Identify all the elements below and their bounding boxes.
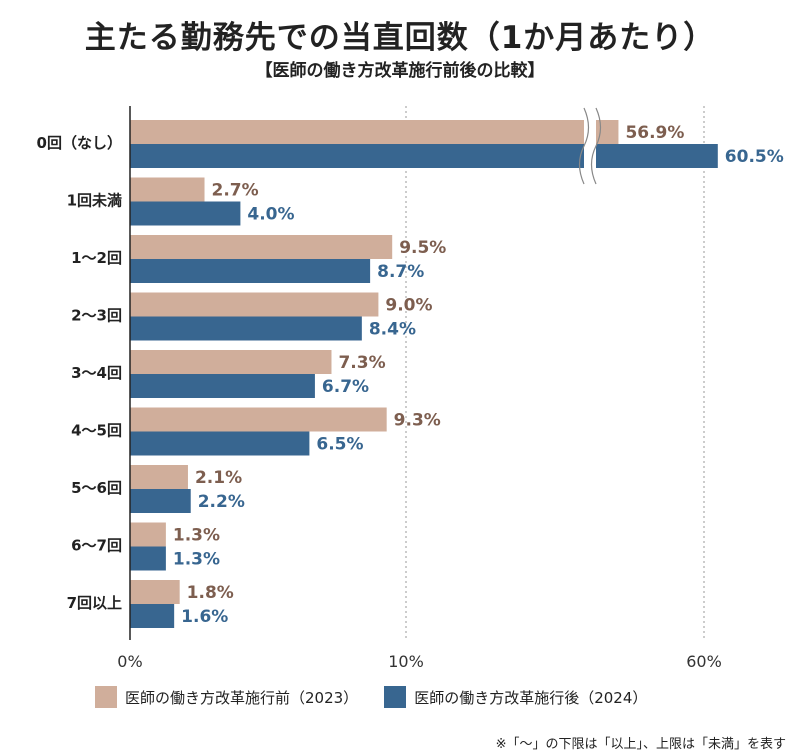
- legend-label-after: 医師の働き方改革施行後（2024）: [414, 688, 648, 707]
- chart-subtitle: 【医師の働き方改革施行前後の比較】: [255, 61, 545, 81]
- value-label-after: 6.5%: [316, 435, 363, 455]
- chart-title: 主たる勤務先での当直回数（1か月あたり）: [84, 20, 716, 56]
- bar-after: [130, 431, 310, 456]
- value-label-before: 7.3%: [338, 353, 385, 373]
- category-label: 1〜2回: [71, 249, 122, 267]
- bar-before: [130, 177, 205, 202]
- value-label-after: 4.0%: [247, 205, 294, 225]
- bar-chart: 0回（なし） 56.9% 60.5% 1回未満 2.7% 4.0% 1〜2回 9.5% 8.7%…: [37, 106, 784, 671]
- bar-after: [130, 489, 191, 513]
- value-label-after: 8.4%: [369, 320, 416, 340]
- category-label: 5〜6回: [71, 479, 122, 497]
- category-label: 4〜5回: [71, 422, 122, 440]
- category-label: 1回未満: [67, 192, 122, 210]
- value-label-after: 1.6%: [181, 607, 228, 627]
- bar-before: [130, 522, 166, 547]
- bar-after: [130, 316, 362, 341]
- bar-after: [130, 201, 241, 226]
- category-label: 7回以上: [67, 594, 122, 612]
- bar-before: [130, 407, 387, 432]
- category-label: 2〜3回: [71, 307, 122, 325]
- x-tick-label: 10%: [388, 652, 424, 671]
- category-label: 6〜7回: [71, 537, 122, 555]
- value-label-before: 2.1%: [195, 468, 242, 488]
- x-tick-label: 0%: [117, 652, 142, 671]
- footnote: ※「〜」の下限は「以上」、上限は「未満」を表す: [495, 737, 786, 752]
- bar-before: [130, 350, 332, 374]
- value-label-after: 6.7%: [322, 377, 369, 397]
- bar-after: [130, 259, 371, 283]
- legend-item-before: 医師の働き方改革施行前（2023）: [95, 686, 358, 708]
- axis-break-mark: [590, 107, 602, 185]
- value-label-before: 9.0%: [385, 296, 432, 316]
- legend-swatch-after: [384, 686, 407, 708]
- category-label: 3〜4回: [71, 364, 122, 382]
- bar-before: [130, 292, 379, 317]
- value-label-after: 8.7%: [377, 262, 424, 282]
- value-label-before: 9.3%: [394, 411, 441, 431]
- value-label-before: 2.7%: [212, 181, 259, 201]
- bar-before: [130, 235, 393, 259]
- legend: 医師の働き方改革施行前（2023） 医師の働き方改革施行後（2024）: [95, 686, 673, 708]
- bar-after: [130, 144, 718, 168]
- bar-before: [130, 120, 619, 144]
- axis-break-mark: [578, 107, 590, 185]
- x-tick-label: 60%: [686, 652, 722, 671]
- bar-before: [130, 465, 188, 489]
- value-label-before: 56.9%: [625, 123, 684, 143]
- legend-swatch-before: [95, 686, 117, 708]
- legend-item-after: 医師の働き方改革施行後（2024）: [384, 686, 647, 708]
- category-label: 0回（なし）: [37, 134, 122, 152]
- value-label-before: 1.3%: [173, 526, 220, 546]
- value-label-before: 9.5%: [399, 238, 446, 258]
- value-label-after: 2.2%: [198, 492, 245, 512]
- bar-after: [130, 546, 166, 571]
- value-label-after: 60.5%: [725, 147, 784, 167]
- bar-after: [130, 604, 175, 628]
- value-label-after: 1.3%: [173, 550, 220, 570]
- bar-after: [130, 374, 315, 398]
- value-label-before: 1.8%: [187, 583, 234, 603]
- bar-before: [130, 580, 180, 604]
- axis-break-gap: [584, 108, 596, 184]
- legend-label-before: 医師の働き方改革施行前（2023）: [125, 688, 359, 707]
